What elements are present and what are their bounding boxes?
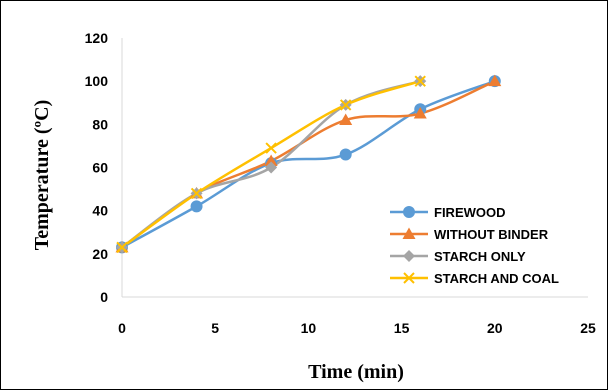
legend-marker-firewood (403, 206, 415, 218)
y-tick-label: 120 (85, 30, 109, 46)
x-axis-title: Time (min) (308, 361, 404, 383)
data-point-firewood (190, 200, 203, 213)
data-point-starch-and-coal (339, 99, 352, 111)
data-point-without-binder (413, 107, 427, 119)
legend-label-starch-and-coal: STARCH AND COAL (434, 271, 559, 286)
data-point-starch-and-coal (116, 241, 128, 254)
x-tick-label: 25 (580, 320, 596, 336)
y-tick-label: 40 (92, 203, 108, 219)
y-tick-label: 60 (92, 160, 108, 176)
y-axis-title: Temperature (ºC) (31, 100, 53, 250)
legend-label-starch-only: STARCH ONLY (434, 249, 526, 264)
y-tick-label: 0 (100, 289, 108, 305)
x-tick-label: 20 (487, 320, 503, 336)
x-tick-label: 10 (301, 320, 317, 336)
legend-marker-without-binder (402, 227, 416, 239)
y-tick-label: 80 (92, 116, 108, 132)
data-point-without-binder (488, 74, 502, 87)
series-line-without-binder (121, 80, 496, 249)
series-layer (115, 74, 502, 254)
x-tick-label: 0 (118, 320, 126, 336)
data-point-firewood (339, 148, 352, 161)
data-point-starch-and-coal (265, 142, 277, 154)
x-tick-label: 5 (211, 320, 219, 336)
y-tick-label: 100 (85, 73, 109, 89)
legend-marker-starch-and-coal (403, 272, 415, 284)
data-point-starch-only (265, 161, 278, 174)
legend-label-firewood: FIREWOOD (434, 205, 506, 220)
legend-marker-starch-only (403, 250, 415, 262)
x-tick-label: 15 (394, 320, 410, 336)
legend: FIREWOOD WITHOUT BINDER STARCH ONLY STARCH … (390, 205, 559, 286)
data-point-starch-and-coal (414, 75, 426, 87)
y-tick-labels: 0 20 40 60 80 100 120 (85, 30, 109, 305)
y-tick-label: 20 (92, 246, 108, 262)
legend-label-without-binder: WITHOUT BINDER (434, 227, 549, 242)
data-point-without-binder (264, 154, 278, 167)
data-point-without-binder (339, 113, 353, 126)
x-tick-labels: 0 5 10 15 20 25 (118, 320, 596, 336)
data-point-starch-and-coal (190, 187, 203, 200)
chart-axes (121, 38, 588, 298)
